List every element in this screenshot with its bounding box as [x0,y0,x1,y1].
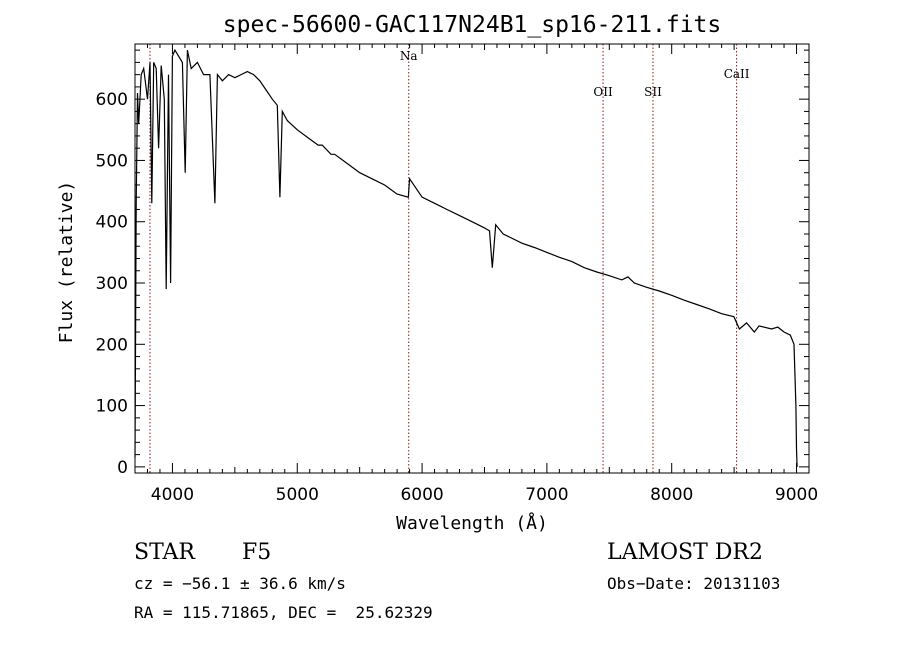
chart-title: spec-56600-GAC117N24B1_sp16-211.fits [223,12,722,38]
x-tick-label-6000: 6000 [400,485,443,505]
y-axis: 0 100 200 300 400 500 600 [96,49,809,478]
plot-frame [134,43,810,474]
object-subclass: F5 [242,540,272,565]
x-tick-label-8000: 8000 [650,485,693,505]
line-marker-label-1: Na [400,49,418,63]
x-tick-label-5000: 5000 [276,485,319,505]
y-tick-label-200: 200 [96,335,128,355]
y-axis-label: Flux (relative) [56,181,77,344]
line-marker-label-2: OII [593,85,613,99]
spectrum-chart: spec-56600-GAC117N24B1_sp16-211.fits Na O… [56,12,818,534]
y-tick-label-600: 600 [96,90,128,110]
line-markers: Na OII SII CaII [149,44,750,473]
coordinates: RA = 115.71865, DEC = 25.62329 [134,603,433,622]
y-tick-label-100: 100 [96,397,128,417]
x-axis-label: Wavelength (Å) [396,512,548,534]
y-tick-label-300: 300 [96,274,128,294]
object-type: STAR [134,540,195,565]
y-tick-label-0: 0 [117,458,128,478]
x-tick-label-4000: 4000 [151,485,194,505]
x-tick-label-7000: 7000 [525,485,568,505]
x-axis: 4000 5000 6000 7000 8000 9000 [134,44,818,505]
line-marker-label-4: CaII [724,67,750,81]
y-tick-label-400: 400 [96,213,128,233]
x-tick-label-9000: 9000 [775,485,818,505]
survey-name: LAMOST DR2 [607,540,763,565]
spectrum-line [134,48,798,467]
redshift-velocity: cz = −56.1 ± 36.6 km/s [134,574,346,593]
y-tick-label-500: 500 [96,151,128,171]
line-marker-label-3: SII [644,85,662,99]
observation-date: Obs−Date: 20131103 [607,574,781,593]
